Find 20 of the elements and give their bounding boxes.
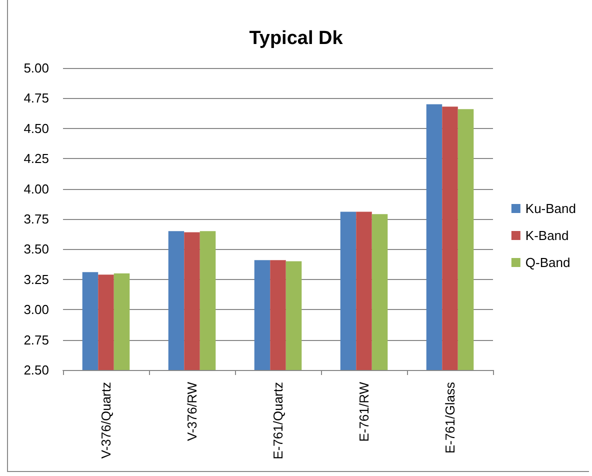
legend-label: Ku-Band — [525, 201, 576, 216]
legend-label: K-Band — [525, 228, 569, 243]
x-tick-label: E-761/Glass — [442, 382, 458, 454]
chart-title: Typical Dk — [249, 28, 344, 49]
x-tick-label: E-761/RW — [356, 381, 372, 442]
x-tick-label: V-376/RW — [184, 381, 200, 442]
legend-label: Q-Band — [525, 255, 570, 270]
y-tick-label: 4.75 — [24, 90, 49, 106]
x-tick-label: V-376/Quartz — [98, 382, 114, 459]
x-tick-label: E-761/Quartz — [270, 382, 286, 460]
y-tick-label: 2.50 — [24, 362, 49, 378]
y-tick-label: 4.00 — [24, 181, 49, 196]
y-tick-label: 2.75 — [24, 332, 49, 348]
y-tick-label: 3.25 — [24, 272, 49, 287]
y-tick-label: 3.75 — [24, 212, 49, 226]
y-tick-label: 3.00 — [24, 302, 49, 318]
y-tick-label: 5.00 — [24, 60, 49, 76]
y-tick-label: 4.50 — [24, 120, 49, 136]
y-tick-label: 4.25 — [24, 151, 49, 166]
y-tick-label: 3.50 — [24, 242, 49, 257]
